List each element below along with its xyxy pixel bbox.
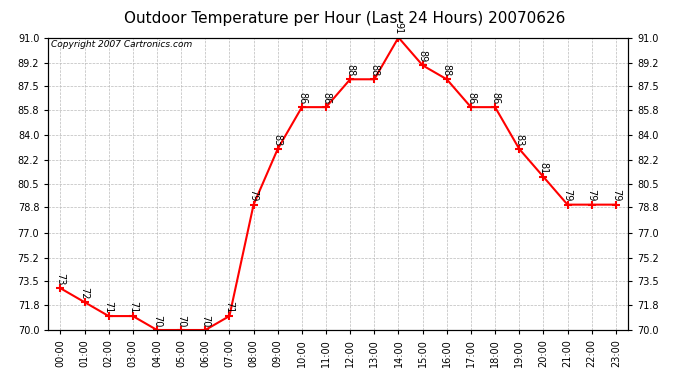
Text: 88: 88: [345, 64, 355, 76]
Text: 79: 79: [611, 189, 621, 202]
Text: 70: 70: [152, 315, 162, 327]
Text: 88: 88: [442, 64, 452, 76]
Text: 86: 86: [466, 92, 476, 104]
Text: 70: 70: [176, 315, 186, 327]
Text: 88: 88: [369, 64, 380, 76]
Text: 72: 72: [79, 287, 90, 299]
Text: 79: 79: [562, 189, 573, 202]
Text: 71: 71: [128, 301, 138, 313]
Text: 71: 71: [224, 301, 235, 313]
Text: Copyright 2007 Cartronics.com: Copyright 2007 Cartronics.com: [51, 40, 193, 50]
Text: 79: 79: [248, 189, 259, 202]
Text: 86: 86: [490, 92, 500, 104]
Text: Outdoor Temperature per Hour (Last 24 Hours) 20070626: Outdoor Temperature per Hour (Last 24 Ho…: [124, 11, 566, 26]
Text: 91: 91: [393, 22, 404, 35]
Text: 86: 86: [321, 92, 331, 104]
Text: 70: 70: [200, 315, 210, 327]
Text: 86: 86: [297, 92, 307, 104]
Text: 71: 71: [104, 301, 114, 313]
Text: 89: 89: [417, 50, 428, 63]
Text: 83: 83: [273, 134, 283, 146]
Text: 83: 83: [514, 134, 524, 146]
Text: 81: 81: [538, 162, 549, 174]
Text: 79: 79: [586, 189, 597, 202]
Text: 73: 73: [55, 273, 66, 285]
